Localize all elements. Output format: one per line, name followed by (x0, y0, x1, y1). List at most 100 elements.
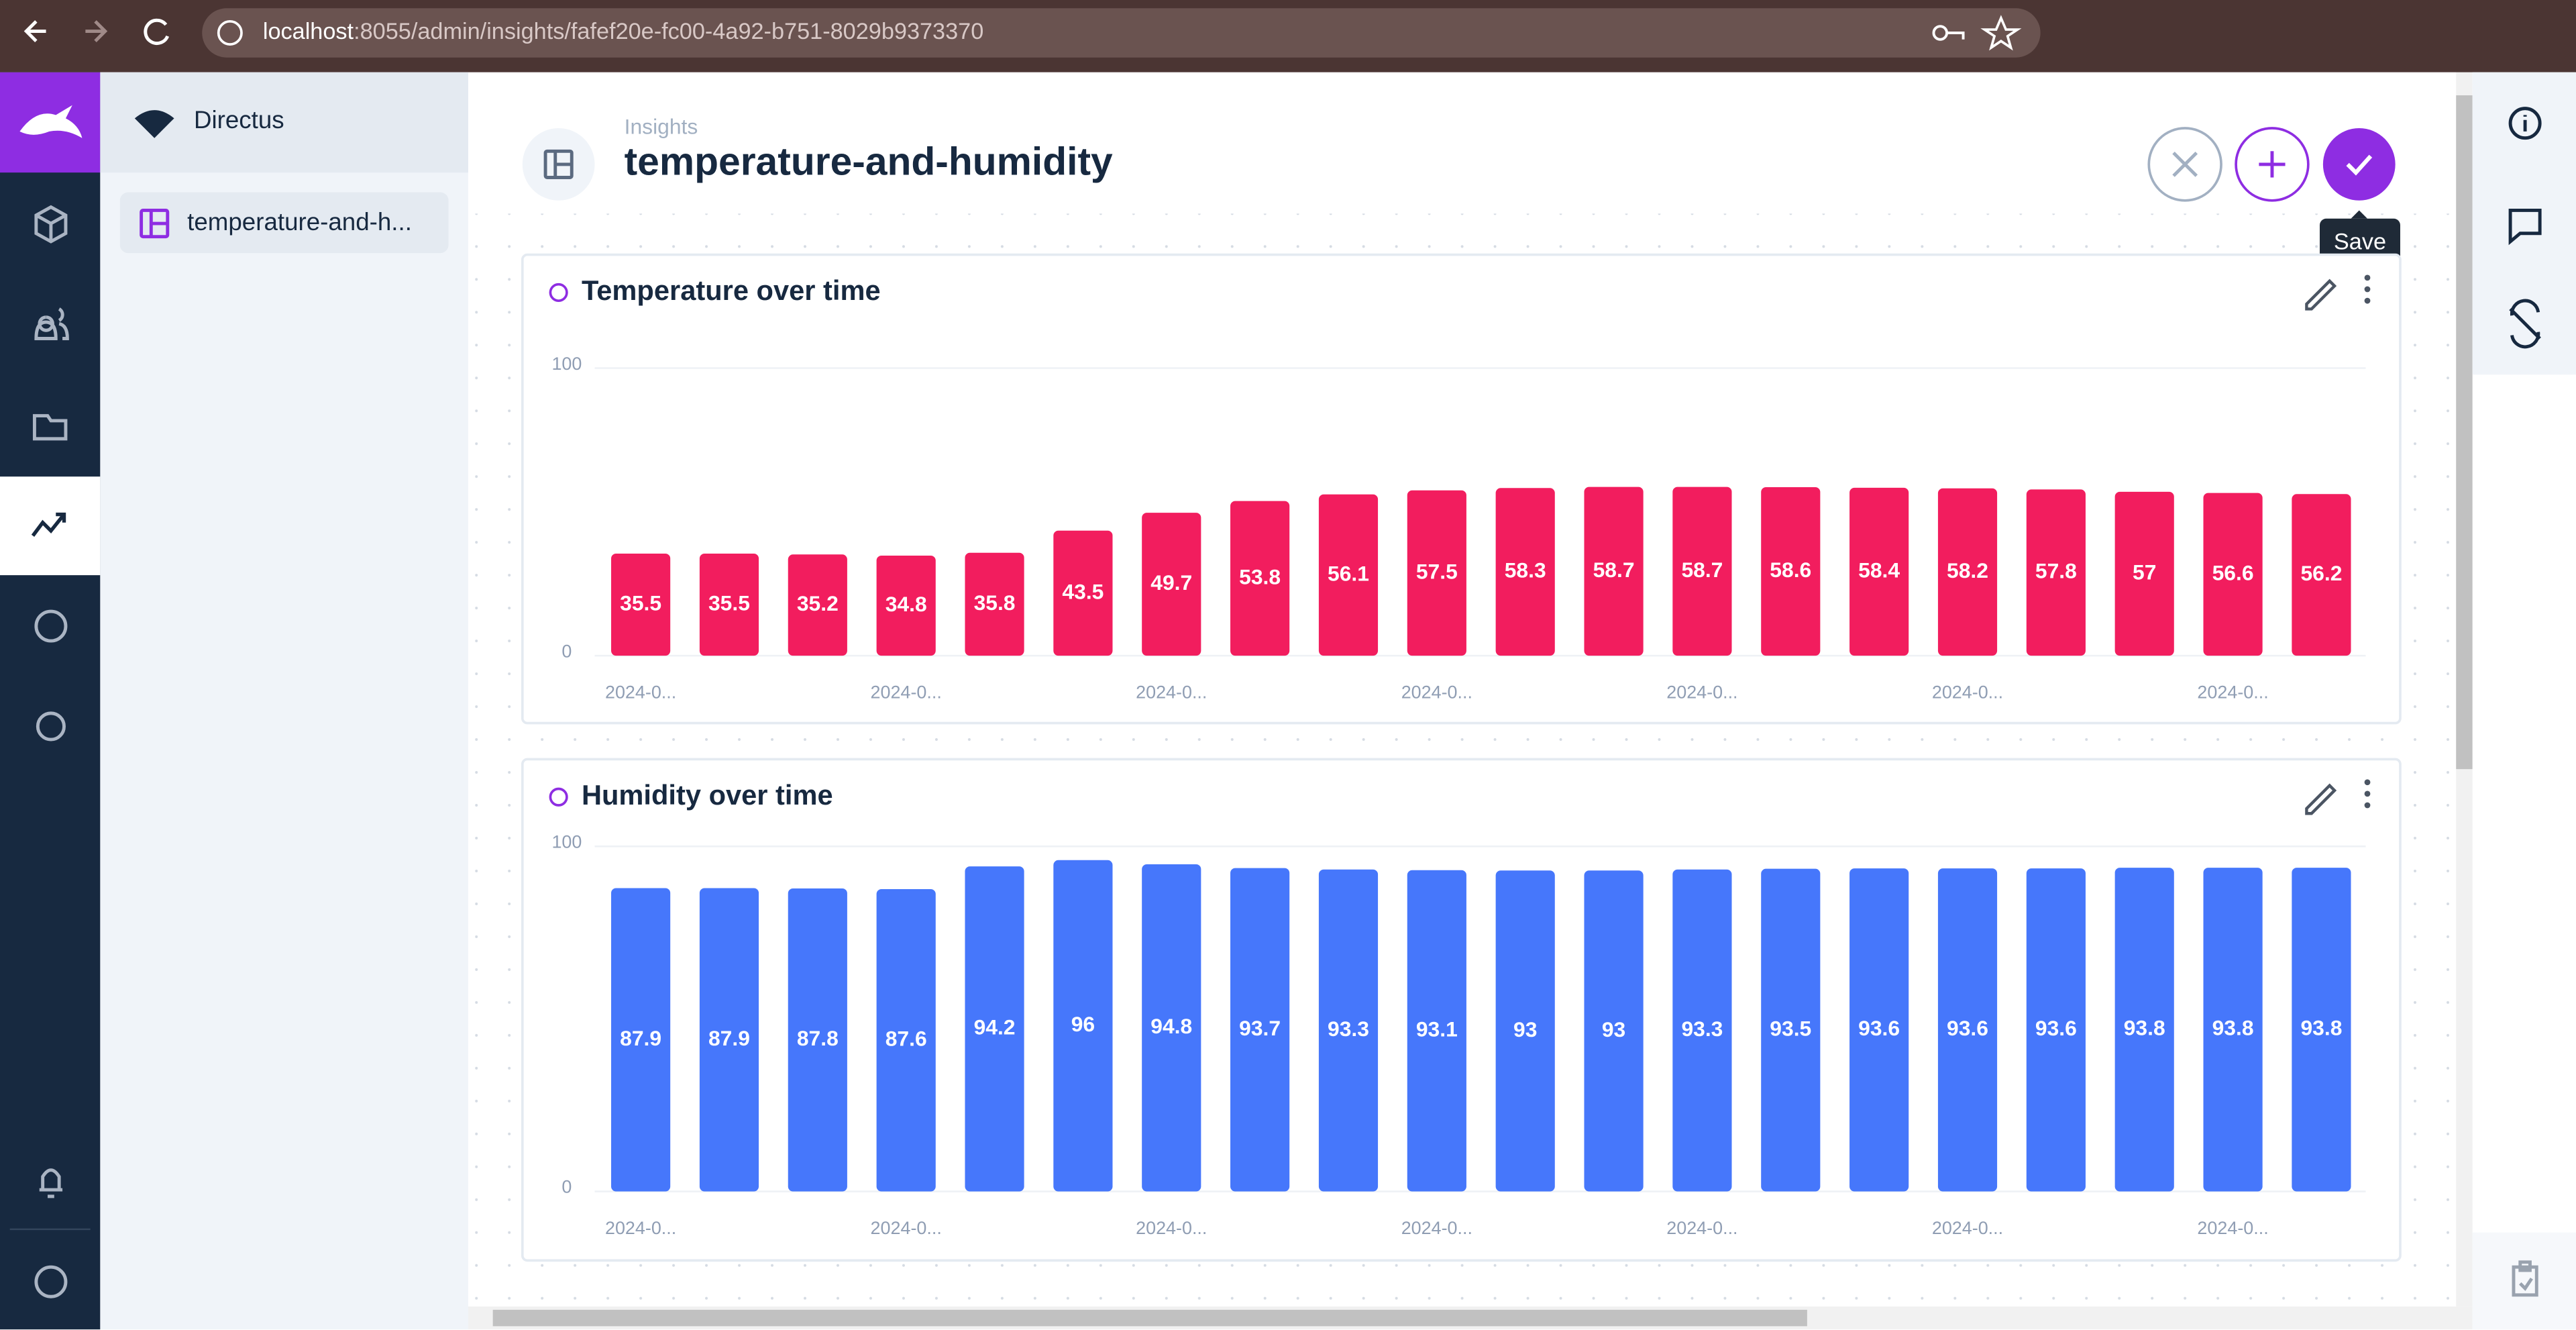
back-button[interactable] (23, 20, 46, 42)
panel-menu-dot (2364, 297, 2371, 304)
info-sidebar-top (2472, 72, 2576, 375)
settings-icon[interactable] (36, 711, 66, 741)
dashboard-icon (140, 209, 170, 239)
reload-button[interactable] (144, 18, 170, 45)
insights-icon (31, 512, 66, 537)
data-label: 94.8 (1150, 1014, 1192, 1038)
bar (1495, 870, 1555, 1192)
save-icon (2346, 154, 2373, 176)
data-label: 58.6 (1770, 558, 1811, 582)
data-label: 87.9 (708, 1026, 750, 1050)
profile-icon[interactable] (34, 1265, 68, 1298)
nav-item-label[interactable]: temperature-and-h... (187, 208, 412, 236)
info-sidebar-bottom (2472, 1232, 2576, 1330)
data-label: 56.1 (1328, 561, 1369, 585)
insights-nav-active[interactable] (0, 476, 101, 576)
nav-item-active[interactable] (119, 192, 449, 254)
x-tick-label: 2024-0... (1136, 1218, 1207, 1238)
data-label: 93.3 (1681, 1017, 1723, 1041)
bar (1318, 494, 1379, 656)
bookmark-star[interactable] (1980, 15, 2022, 51)
bar (1142, 864, 1201, 1192)
bar (699, 554, 759, 656)
save-button[interactable] (2322, 128, 2396, 201)
data-label: 93.7 (1239, 1016, 1281, 1040)
y-tick-label: 100 (551, 354, 582, 374)
data-label: 87.8 (797, 1026, 839, 1050)
vertical-scroll-thumb[interactable] (2456, 95, 2473, 770)
horizontal-scroll-thumb[interactable] (492, 1309, 1807, 1327)
bar (2292, 494, 2351, 656)
comments-icon[interactable] (2508, 209, 2542, 246)
revisions-icon[interactable] (2509, 299, 2541, 349)
bar (2203, 493, 2263, 656)
info-icon[interactable] (2508, 107, 2542, 140)
data-label: 57 (2133, 560, 2156, 584)
page-title: temperature-and-humidity (625, 140, 1113, 183)
data-label: 58.7 (1593, 558, 1635, 582)
bar (2114, 491, 2174, 656)
data-label: 56.2 (2300, 561, 2342, 585)
files-icon[interactable] (32, 414, 68, 441)
bar (788, 888, 847, 1192)
site-info-icon[interactable] (217, 20, 243, 46)
x-tick-label: 2024-0... (871, 682, 942, 703)
y-tick-label: 100 (551, 831, 582, 852)
panel-icon (549, 787, 568, 807)
data-label: 49.7 (1150, 570, 1192, 595)
navigation-sidebar (100, 72, 468, 1330)
content-icon[interactable] (34, 205, 68, 244)
edit-panel-button[interactable] (2305, 783, 2337, 815)
panels: Temperature over time 0 100 35.5 2024-0... 35… (521, 253, 2402, 1262)
x-tick-label: 2024-0... (2197, 682, 2268, 703)
data-label: 35.5 (620, 591, 661, 615)
data-label: 35.5 (708, 591, 750, 615)
data-label: 93.5 (1770, 1017, 1811, 1041)
data-label: 93.8 (2124, 1016, 2165, 1040)
bar (1761, 487, 1821, 656)
bar (611, 888, 671, 1192)
breadcrumb[interactable]: Insights (625, 114, 698, 138)
key-icon[interactable] (1932, 25, 1965, 41)
project-name: Directus (194, 106, 284, 134)
bar (1584, 870, 1644, 1192)
notifications-icon[interactable] (39, 1168, 63, 1198)
x-tick-label: 2024-0... (1136, 682, 1207, 703)
data-label: 93.3 (1328, 1017, 1369, 1041)
bar (1495, 488, 1555, 656)
forward-button[interactable] (85, 20, 108, 42)
x-tick-label: 2024-0... (605, 682, 676, 703)
bar (965, 552, 1024, 656)
data-label: 58.7 (1681, 558, 1723, 582)
y-tick-label: 0 (561, 1177, 572, 1197)
data-label: 94.2 (974, 1015, 1016, 1039)
bar (1053, 860, 1113, 1192)
data-label: 87.6 (885, 1027, 927, 1051)
edit-panel-button[interactable] (2305, 278, 2337, 311)
x-tick-label: 2024-0... (1666, 1218, 1737, 1238)
data-label: 93.1 (1416, 1017, 1458, 1041)
users-icon[interactable] (34, 307, 69, 340)
bar (1672, 487, 1732, 656)
data-label: 87.9 (620, 1026, 661, 1050)
tooltip-text: Save (2334, 229, 2386, 255)
data-label: 93.6 (2035, 1016, 2077, 1040)
bar (876, 556, 936, 656)
data-label: 53.8 (1239, 564, 1281, 589)
url: localhost:8055/admin/insights/fafef20e-f… (263, 19, 983, 44)
x-tick-label: 2024-0... (1932, 1218, 2003, 1238)
bar (1584, 487, 1644, 656)
data-label: 93.8 (2212, 1016, 2254, 1040)
bar (2292, 868, 2351, 1192)
data-label: 34.8 (885, 592, 927, 616)
help-icon[interactable] (34, 609, 68, 643)
address-bar[interactable] (202, 8, 2041, 58)
data-label: 93 (1602, 1017, 1625, 1041)
bar (1318, 869, 1379, 1192)
data-label: 58.3 (1505, 558, 1546, 582)
url-host: localhost (263, 19, 354, 44)
x-tick-label: 2024-0... (1932, 682, 2003, 703)
bar (1761, 868, 1821, 1192)
data-label: 35.8 (974, 591, 1016, 615)
x-tick-label: 2024-0... (1401, 682, 1472, 703)
